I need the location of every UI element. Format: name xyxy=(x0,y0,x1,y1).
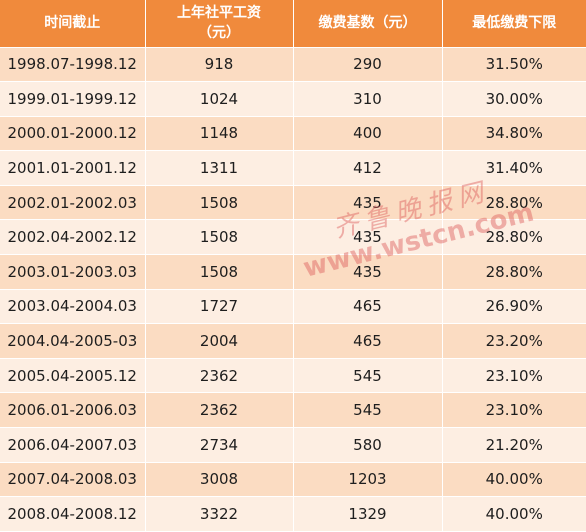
table-row: 2007.04-2008.03 3008 1203 40.00% xyxy=(0,462,586,498)
table-row: 2003.01-2003.03 1508 435 28.80% xyxy=(0,254,586,290)
cell-period: 2008.04-2008.12 xyxy=(0,496,146,532)
table-row: 2002.01-2002.03 1508 435 28.80% xyxy=(0,185,586,221)
cell-avg-salary: 2734 xyxy=(145,427,294,463)
table-row: 2008.04-2008.12 3322 1329 40.00% xyxy=(0,496,586,532)
cell-contribution-base: 435 xyxy=(293,185,443,221)
cell-period: 2005.04-2005.12 xyxy=(0,358,146,394)
cell-contribution-base: 400 xyxy=(293,116,443,152)
cell-min-rate: 21.20% xyxy=(442,427,586,463)
cell-avg-salary: 2004 xyxy=(145,323,294,359)
header-min-rate-text: 最低缴费下限 xyxy=(472,15,557,32)
header-avg-salary: 上年社平工资 （元） xyxy=(145,0,294,48)
table-row: 2003.04-2004.03 1727 465 26.90% xyxy=(0,289,586,325)
table-row: 2000.01-2000.12 1148 400 34.80% xyxy=(0,116,586,152)
cell-min-rate: 31.50% xyxy=(442,47,586,83)
cell-contribution-base: 435 xyxy=(293,254,443,290)
cell-contribution-base: 412 xyxy=(293,150,443,186)
table-row: 2004.04-2005-03 2004 465 23.20% xyxy=(0,323,586,359)
cell-min-rate: 23.20% xyxy=(442,323,586,359)
table-row: 1999.01-1999.12 1024 310 30.00% xyxy=(0,81,586,117)
cell-min-rate: 23.10% xyxy=(442,358,586,394)
cell-period: 1998.07-1998.12 xyxy=(0,47,146,83)
cell-period: 1999.01-1999.12 xyxy=(0,81,146,117)
header-avg-salary-text: 上年社平工资 xyxy=(177,5,261,22)
cell-min-rate: 30.00% xyxy=(442,81,586,117)
cell-min-rate: 40.00% xyxy=(442,462,586,498)
table-body: 1998.07-1998.12 918 290 31.50% 1999.01-1999.… xyxy=(0,47,586,532)
cell-contribution-base: 290 xyxy=(293,47,443,83)
cell-min-rate: 34.80% xyxy=(442,116,586,152)
cell-contribution-base: 435 xyxy=(293,219,443,256)
table-header-row: 时间截止 上年社平工资 （元） 缴费基数（元） 最低缴费下限 xyxy=(0,0,586,48)
cell-period: 2006.01-2006.03 xyxy=(0,392,146,429)
cell-avg-salary: 2362 xyxy=(145,358,294,394)
cell-avg-salary: 2362 xyxy=(145,392,294,429)
cell-period: 2003.01-2003.03 xyxy=(0,254,146,290)
cell-period: 2002.01-2002.03 xyxy=(0,185,146,221)
cell-contribution-base: 1203 xyxy=(293,462,443,498)
header-period-text: 时间截止 xyxy=(44,15,101,32)
cell-avg-salary: 1148 xyxy=(145,116,294,152)
cell-contribution-base: 465 xyxy=(293,323,443,359)
cell-min-rate: 23.10% xyxy=(442,392,586,429)
cell-min-rate: 40.00% xyxy=(442,496,586,532)
cell-period: 2007.04-2008.03 xyxy=(0,462,146,498)
table-row: 2001.01-2001.12 1311 412 31.40% xyxy=(0,150,586,186)
cell-contribution-base: 310 xyxy=(293,81,443,117)
cell-avg-salary: 1311 xyxy=(145,150,294,186)
cell-min-rate: 28.80% xyxy=(442,185,586,221)
header-period: 时间截止 xyxy=(0,0,146,48)
header-contribution-base: 缴费基数（元） xyxy=(293,0,443,48)
cell-avg-salary: 1727 xyxy=(145,289,294,325)
header-avg-salary-unit: （元） xyxy=(198,25,240,42)
cell-avg-salary: 3322 xyxy=(145,496,294,532)
table-row: 2002.04-2002.12 1508 435 28.80% xyxy=(0,219,586,256)
table-row: 1998.07-1998.12 918 290 31.50% xyxy=(0,47,586,83)
cell-contribution-base: 1329 xyxy=(293,496,443,532)
header-min-rate: 最低缴费下限 xyxy=(442,0,586,48)
cell-period: 2004.04-2005-03 xyxy=(0,323,146,359)
cell-avg-salary: 918 xyxy=(145,47,294,83)
cell-contribution-base: 465 xyxy=(293,289,443,325)
cell-min-rate: 31.40% xyxy=(442,150,586,186)
cell-avg-salary: 1024 xyxy=(145,81,294,117)
table-row: 2005.04-2005.12 2362 545 23.10% xyxy=(0,358,586,394)
table-row: 2006.01-2006.03 2362 545 23.10% xyxy=(0,392,586,429)
cell-avg-salary: 1508 xyxy=(145,185,294,221)
cell-contribution-base: 545 xyxy=(293,392,443,429)
cell-avg-salary: 1508 xyxy=(145,219,294,256)
cell-avg-salary: 1508 xyxy=(145,254,294,290)
cell-period: 2000.01-2000.12 xyxy=(0,116,146,152)
cell-period: 2002.04-2002.12 xyxy=(0,219,146,256)
cell-period: 2006.04-2007.03 xyxy=(0,427,146,463)
cell-avg-salary: 3008 xyxy=(145,462,294,498)
table-row: 2006.04-2007.03 2734 580 21.20% xyxy=(0,427,586,463)
cell-min-rate: 26.90% xyxy=(442,289,586,325)
cell-period: 2001.01-2001.12 xyxy=(0,150,146,186)
cell-min-rate: 28.80% xyxy=(442,219,586,256)
cell-min-rate: 28.80% xyxy=(442,254,586,290)
cell-contribution-base: 580 xyxy=(293,427,443,463)
cell-contribution-base: 545 xyxy=(293,358,443,394)
cell-period: 2003.04-2004.03 xyxy=(0,289,146,325)
header-contribution-base-text: 缴费基数（元） xyxy=(318,15,417,32)
